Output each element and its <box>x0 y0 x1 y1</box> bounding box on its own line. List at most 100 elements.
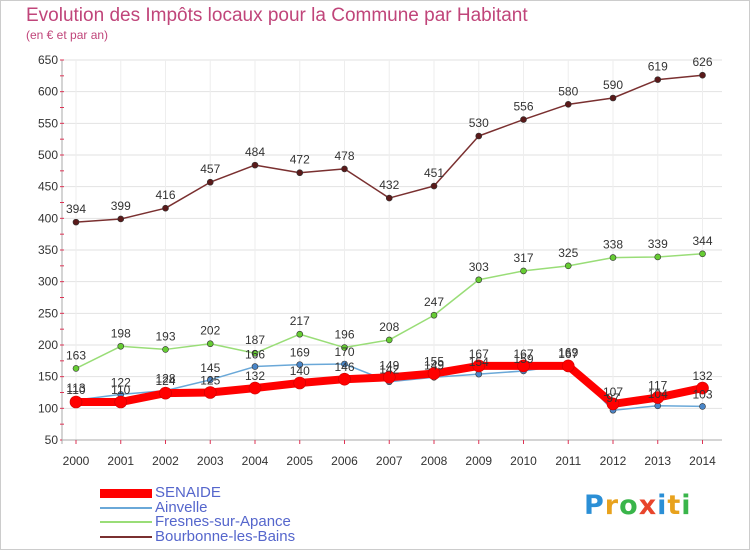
data-label: 247 <box>424 295 444 309</box>
data-point <box>654 253 662 261</box>
data-label: 580 <box>558 84 578 98</box>
data-label: 338 <box>603 238 623 252</box>
data-point <box>520 267 527 275</box>
data-label: 107 <box>603 385 623 399</box>
y-tick-label: 550 <box>38 116 58 130</box>
y-tick-label: 650 <box>38 53 58 67</box>
data-label: 457 <box>200 162 220 176</box>
x-tick-label: 2012 <box>600 454 627 468</box>
data-point <box>475 276 483 284</box>
data-point <box>296 361 304 368</box>
axis-layer: 50 100 150 200 250 300 350 400 450 500 550 600 650 20… <box>38 53 722 468</box>
data-label: 170 <box>334 345 354 359</box>
data-label: 208 <box>379 320 399 334</box>
data-point <box>293 376 307 390</box>
data-point <box>475 132 483 140</box>
data-label: 117 <box>648 379 667 393</box>
data-point <box>430 182 438 190</box>
data-point <box>385 336 393 344</box>
x-tick-label: 2007 <box>376 454 403 468</box>
data-label: 167 <box>558 347 578 361</box>
legend-label: SENAIDE <box>155 484 221 501</box>
data-point <box>606 397 620 411</box>
data-label: 196 <box>334 328 354 342</box>
legend-item: SENAIDE <box>100 485 340 501</box>
data-label: 128 <box>155 372 175 386</box>
data-label: 149 <box>424 358 444 372</box>
legend-item: Fresnes-sur-Apance <box>100 514 340 530</box>
data-label: 167 <box>469 347 489 361</box>
proxiti-logo: Proxiti <box>584 490 692 521</box>
data-point <box>430 311 438 319</box>
x-tick-label: 2009 <box>465 454 492 468</box>
data-label: 484 <box>245 145 265 159</box>
y-tick-label: 150 <box>38 370 58 384</box>
data-point <box>651 391 665 404</box>
data-point <box>341 165 348 173</box>
data-point <box>159 386 172 400</box>
data-point <box>72 218 80 226</box>
y-tick-label: 100 <box>38 401 58 415</box>
data-label: 163 <box>66 348 86 362</box>
data-label: 97 <box>606 391 620 405</box>
y-tick-label: 50 <box>45 433 59 447</box>
data-point <box>206 178 214 186</box>
data-label: 303 <box>469 260 489 274</box>
legend-swatch <box>100 535 152 538</box>
data-point <box>564 101 572 108</box>
data-label: 530 <box>469 116 489 130</box>
x-tick-label: 2002 <box>152 454 179 468</box>
data-label: 167 <box>513 347 533 361</box>
data-label: 142 <box>379 363 399 377</box>
data-point <box>206 376 214 384</box>
data-label: 451 <box>424 166 444 180</box>
data-label: 132 <box>245 369 265 383</box>
logo-letter: i <box>681 490 692 521</box>
data-label: 122 <box>111 375 131 389</box>
data-point <box>117 342 125 350</box>
x-tick-label: 2005 <box>286 454 313 468</box>
chart-title: Evolution des Impôts locaux pour la Comm… <box>26 5 528 26</box>
data-label: 193 <box>155 329 175 343</box>
data-label: 202 <box>200 324 220 338</box>
data-label: 217 <box>290 314 310 328</box>
chart-subtitle: (en € et par an) <box>26 28 109 42</box>
data-label: 478 <box>334 149 354 163</box>
data-label: 619 <box>648 60 668 74</box>
data-point <box>699 250 706 258</box>
data-label: 626 <box>692 55 712 69</box>
y-tick-label: 300 <box>38 275 58 289</box>
data-point <box>296 330 304 338</box>
data-label: 472 <box>290 153 310 167</box>
data-label: 124 <box>155 374 175 388</box>
data-label: 590 <box>603 78 623 92</box>
y-tick-label: 500 <box>38 148 58 162</box>
x-tick-label: 2001 <box>107 454 134 468</box>
series-layer <box>69 71 709 414</box>
x-tick-label: 2008 <box>421 454 448 468</box>
data-label: 416 <box>155 188 175 202</box>
data-point <box>203 386 217 399</box>
data-label: 187 <box>245 333 265 347</box>
data-label: 149 <box>379 358 399 372</box>
data-label: 317 <box>513 251 533 265</box>
data-point <box>251 349 259 357</box>
y-tick-label: 600 <box>38 85 58 99</box>
data-point <box>699 403 706 410</box>
data-label: 154 <box>469 355 489 369</box>
data-label: 159 <box>513 352 533 366</box>
legend-swatch <box>100 506 152 509</box>
data-point <box>206 340 214 348</box>
data-point <box>654 76 662 83</box>
data-label: 344 <box>692 234 712 248</box>
legend-label: Ainvelle <box>155 498 208 516</box>
logo-letter: o <box>619 490 639 521</box>
data-point <box>609 94 617 102</box>
data-point <box>338 372 351 386</box>
x-tick-label: 2006 <box>331 454 358 468</box>
y-tick-label: 250 <box>38 306 58 320</box>
y-tick-label: 350 <box>38 243 58 257</box>
data-label: 325 <box>558 246 578 260</box>
